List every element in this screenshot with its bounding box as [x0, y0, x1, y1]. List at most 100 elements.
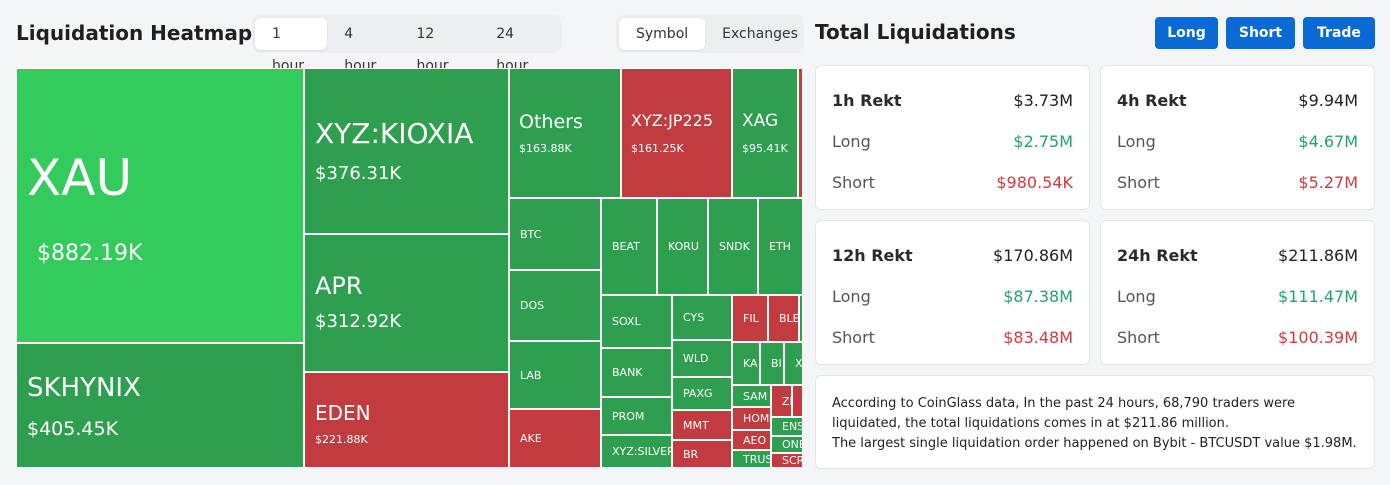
heatmap-tile-lab[interactable]: LAB: [509, 341, 601, 409]
rekt-title: 4h Rekt: [1117, 91, 1187, 110]
heatmap-tile-ens[interactable]: ENS: [771, 417, 803, 436]
tile-symbol: EDEN: [315, 401, 371, 425]
heatmap-tile-dos[interactable]: DOS: [509, 270, 601, 341]
tile-symbol: PAXG: [683, 387, 713, 400]
summary-line: According to CoinGlass data, In the past…: [832, 396, 1296, 431]
heatmap-tile-mmt[interactable]: MMT: [672, 410, 732, 440]
tile-symbol: SCR: [782, 454, 803, 467]
heatmap-tile-trus[interactable]: TRUS: [732, 450, 771, 468]
tile-symbol: DOS: [520, 299, 545, 312]
tile-symbol: XYZ:SILVER: [612, 445, 672, 458]
tile-symbol: ENS: [782, 420, 803, 433]
heatmap-tile-ze[interactable]: ZE: [771, 385, 792, 417]
rekt-title: 12h Rekt: [832, 246, 913, 265]
rekt-total: $211.86M: [1278, 246, 1358, 265]
tile-symbol: LAB: [520, 369, 542, 382]
heatmap-tile[interactable]: [799, 295, 803, 342]
rekt-card-24h: 24h Rekt $211.86M Long $111.47M Short $100.…: [1100, 220, 1375, 365]
total-liquidations-title: Total Liquidations: [815, 20, 1016, 44]
heatmap-tile-skhynix[interactable]: SKHYNIX $405.45K: [16, 343, 304, 468]
tile-symbol: APR: [315, 272, 363, 300]
short-label: Short: [832, 328, 875, 347]
tile-value: $95.41K: [742, 142, 788, 155]
tab-1-hour[interactable]: 1 hour: [255, 18, 328, 74]
long-label: Long: [1117, 132, 1156, 151]
heatmap-tile-ka[interactable]: KA: [732, 342, 760, 385]
long-button[interactable]: Long: [1155, 17, 1218, 49]
short-button[interactable]: Short: [1226, 17, 1295, 49]
heatmap-tile-xyz-kioxia[interactable]: XYZ:KIOXIA $376.31K: [304, 68, 509, 234]
heatmap-tile-beat[interactable]: BEAT: [601, 198, 657, 295]
rekt-card-1h: 1h Rekt $3.73M Long $2.75M Short $980.54K: [815, 65, 1090, 210]
tile-symbol: X: [795, 357, 803, 370]
heatmap-tile-xau[interactable]: XAU $882.19K: [16, 68, 304, 343]
tile-symbol: BEAT: [612, 240, 640, 253]
heatmap-tile-bank[interactable]: BANK: [601, 348, 672, 397]
heatmap-tile-sndk[interactable]: SNDK: [708, 198, 758, 295]
tile-symbol: HOM: [743, 412, 770, 425]
tile-symbol: FIL: [743, 312, 759, 325]
heatmap-tile-wld[interactable]: WLD: [672, 340, 732, 377]
short-value: $83.48M: [1003, 328, 1073, 347]
tile-symbol: WLD: [683, 352, 709, 365]
tile-value: $312.92K: [315, 311, 402, 332]
heatmap-tile-others[interactable]: Others $163.88K: [509, 68, 621, 198]
heatmap-tile-xyz-silver[interactable]: XYZ:SILVER: [601, 435, 672, 468]
heatmap-tile[interactable]: [798, 68, 803, 198]
tile-value: $163.88K: [519, 142, 572, 155]
heatmap-tile-xag[interactable]: XAG $95.41K: [732, 68, 798, 198]
tile-symbol: SNDK: [719, 240, 750, 253]
tab-12-hour[interactable]: 12 hour: [416, 26, 449, 74]
heatmap-tile-sam[interactable]: SAM: [732, 385, 771, 407]
heatmap-tile-xyz-jp225[interactable]: XYZ:JP225 $161.25K: [621, 68, 732, 198]
heatmap-tile-aeo[interactable]: AEO: [732, 430, 771, 450]
tile-value: $161.25K: [631, 142, 684, 155]
heatmap-tile-eth[interactable]: ETH: [758, 198, 803, 295]
heatmap-tile-hom[interactable]: HOM: [732, 407, 771, 430]
heatmap-tile[interactable]: [792, 385, 803, 417]
rekt-card-4h: 4h Rekt $9.94M Long $4.67M Short $5.27M: [1100, 65, 1375, 210]
tile-symbol: KORU: [668, 240, 699, 253]
heatmap-tile-scr[interactable]: SCR: [771, 453, 803, 468]
heatmap-tile-cys[interactable]: CYS: [672, 295, 732, 340]
heatmap-tile-koru[interactable]: KORU: [657, 198, 708, 295]
tile-symbol: KA: [743, 357, 758, 370]
tile-value: $376.31K: [315, 163, 402, 184]
long-value: $2.75M: [1013, 132, 1073, 151]
long-label: Long: [1117, 287, 1156, 306]
heatmap-tile-fil[interactable]: FIL: [732, 295, 768, 342]
tile-symbol: BLE: [779, 312, 799, 325]
tile-value: $221.88K: [315, 433, 368, 446]
heatmap-tile-bi[interactable]: BI: [760, 342, 784, 385]
tab-exchanges[interactable]: Exchanges: [722, 26, 798, 42]
heatmap-tile-paxg[interactable]: PAXG: [672, 377, 732, 410]
tile-symbol: ZE: [782, 395, 791, 408]
heatmap-tile-btc[interactable]: BTC: [509, 198, 601, 270]
heatmap-tile-one[interactable]: ONE: [771, 436, 803, 453]
heatmap-tile-br[interactable]: BR: [672, 440, 732, 468]
heatmap-tile-ble[interactable]: BLE: [768, 295, 799, 342]
tab-symbol[interactable]: Symbol: [619, 18, 706, 50]
heatmap-tile-soxl[interactable]: SOXL: [601, 295, 672, 348]
heatmap-tile-prom[interactable]: PROM: [601, 397, 672, 435]
short-label: Short: [1117, 173, 1160, 192]
tile-symbol: ONE: [782, 438, 802, 451]
heatmap-tile-x[interactable]: X: [784, 342, 803, 385]
tile-symbol: XAG: [742, 111, 779, 131]
heatmap-tile-ake[interactable]: AKE: [509, 409, 601, 468]
tile-symbol: Others: [519, 111, 583, 133]
rekt-title: 24h Rekt: [1117, 246, 1198, 265]
short-label: Short: [832, 173, 875, 192]
heatmap-tile-apr[interactable]: APR $312.92K: [304, 234, 509, 372]
tile-symbol: ETH: [769, 240, 791, 253]
tile-symbol: SKHYNIX: [27, 373, 141, 403]
tab-24-hour[interactable]: 24 hour: [496, 26, 529, 74]
liquidation-heatmap: XAU $882.19K SKHYNIX $405.45K XYZ:KIOXIA $376…: [16, 68, 803, 468]
trade-button[interactable]: Trade: [1303, 17, 1375, 49]
long-value: $111.47M: [1278, 287, 1358, 306]
short-label: Short: [1117, 328, 1160, 347]
rekt-total: $9.94M: [1298, 91, 1358, 110]
tab-4-hour[interactable]: 4 hour: [344, 26, 377, 74]
heatmap-tile-eden[interactable]: EDEN $221.88K: [304, 372, 509, 468]
tile-symbol: CYS: [683, 311, 705, 324]
